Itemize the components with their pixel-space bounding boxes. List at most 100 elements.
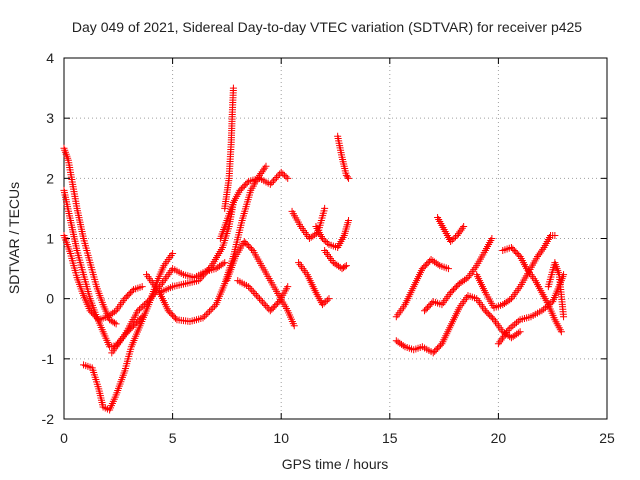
data-point <box>245 283 253 291</box>
data-point <box>484 310 492 318</box>
data-point <box>320 299 328 307</box>
data-point <box>271 175 279 183</box>
data-point <box>252 291 260 299</box>
series-arc-x <box>544 259 568 321</box>
data-point <box>207 306 215 314</box>
data-point <box>236 186 244 194</box>
series-arc-l <box>288 204 329 242</box>
series-arc-p <box>334 132 353 182</box>
data-point <box>272 301 280 309</box>
data-point <box>448 287 456 295</box>
data-point <box>221 259 229 267</box>
data-point <box>323 239 331 247</box>
series-arc-k <box>234 277 292 315</box>
data-point <box>88 308 96 316</box>
data-point <box>343 173 351 181</box>
data-point <box>240 182 248 190</box>
data-point <box>453 231 461 239</box>
data-point <box>290 322 298 330</box>
data-point <box>318 301 326 309</box>
data-point <box>210 302 218 310</box>
data-point <box>510 247 518 255</box>
data-point <box>450 286 458 294</box>
data-point <box>125 290 133 298</box>
data-point <box>434 344 442 352</box>
data-point <box>325 295 333 303</box>
x-axis-label: GPS time / hours <box>282 456 389 472</box>
series-arc-m <box>295 259 333 309</box>
data-point <box>448 236 456 244</box>
data-point <box>539 245 547 253</box>
x-tick-label: 5 <box>169 430 177 446</box>
data-point <box>435 343 443 351</box>
y-axis-label: SDTVAR / TECUs <box>6 182 22 294</box>
series-arc-g <box>143 198 237 297</box>
data-point <box>535 251 543 259</box>
data-point <box>457 226 465 234</box>
data-point <box>90 311 98 319</box>
data-point <box>458 224 466 232</box>
data-point <box>323 296 331 304</box>
data-point <box>512 248 520 256</box>
data-point <box>237 185 245 193</box>
data-point <box>516 328 524 336</box>
data-point <box>514 329 522 337</box>
data-point <box>92 313 100 321</box>
data-point <box>271 302 279 310</box>
data-point <box>128 287 136 295</box>
data-point <box>452 283 460 291</box>
data-point <box>254 293 262 301</box>
data-point <box>259 166 267 174</box>
data-point <box>434 260 442 268</box>
data-point <box>481 307 489 315</box>
data-point <box>318 235 326 242</box>
data-point <box>170 313 178 321</box>
data-point <box>124 292 132 300</box>
data-point <box>345 174 353 182</box>
axis-ticks <box>63 57 608 420</box>
data-point <box>273 173 281 181</box>
data-point <box>255 295 263 303</box>
data-point <box>246 284 254 292</box>
data-point <box>342 262 350 270</box>
data-point <box>167 310 175 318</box>
x-tick-labels: 0 5 10 15 20 25 <box>60 430 615 446</box>
data-point <box>257 170 265 178</box>
data-point <box>345 216 353 224</box>
data-point <box>432 346 440 354</box>
data-point <box>135 305 143 313</box>
data-point <box>169 311 177 319</box>
data-point <box>284 174 292 182</box>
series-arc-s <box>421 235 496 315</box>
data-point <box>514 317 522 325</box>
data-point <box>454 230 462 238</box>
data-point <box>560 313 568 321</box>
data-point <box>483 308 491 316</box>
data-point <box>506 296 514 304</box>
data-point <box>248 245 256 253</box>
data-point <box>204 309 212 317</box>
data-point <box>245 242 253 250</box>
y-tick-labels: -2 -1 0 1 2 3 4 <box>42 50 55 427</box>
data-point <box>242 180 250 188</box>
data-point <box>240 238 248 246</box>
data-point <box>262 302 270 310</box>
data-point <box>257 296 265 304</box>
data-point <box>110 319 118 327</box>
data-point <box>251 290 259 298</box>
data-point <box>462 275 470 283</box>
data-point <box>551 231 559 239</box>
data-point <box>260 300 268 308</box>
x-tick-label: 20 <box>491 430 507 446</box>
data-point <box>450 235 458 242</box>
data-point <box>242 239 250 247</box>
data-point <box>547 299 555 307</box>
data-point <box>229 84 237 92</box>
grid <box>64 58 607 419</box>
data-point <box>121 295 129 303</box>
data-point <box>132 319 140 327</box>
data-point <box>246 244 254 252</box>
data-point <box>425 302 433 310</box>
data-point <box>543 302 551 310</box>
series-arc-c <box>60 231 146 324</box>
